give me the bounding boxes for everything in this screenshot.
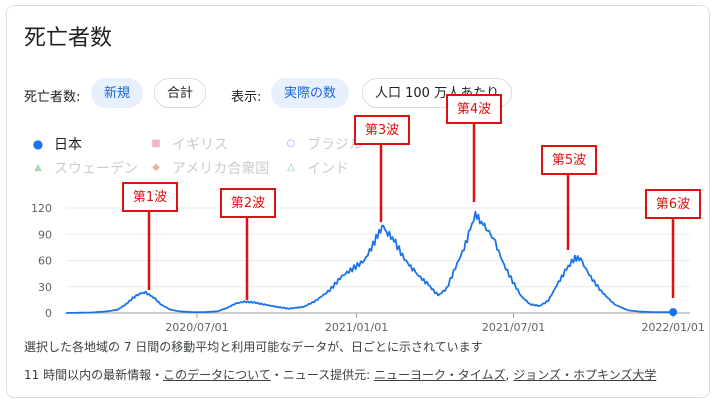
data-description: 選択した各地域の 7 日間の移動平均と利用可能なデータが、日ごとに示されています: [24, 340, 483, 354]
wave-6-callout: 第6波: [645, 189, 701, 219]
square-icon: ■: [151, 138, 161, 149]
legend-label: アメリカ合衆国: [172, 161, 270, 177]
about-data-link[interactable]: このデータについて: [163, 368, 271, 382]
triangle-outline-icon: △: [287, 162, 295, 173]
display-label: 表示:: [231, 90, 262, 105]
legend-item-sweden[interactable]: ▲ スウェーデン: [32, 158, 138, 178]
legend-label: スウェーデン: [54, 161, 138, 177]
legend-label: ブラジル: [307, 137, 363, 153]
wave-1-callout: 第1波: [122, 182, 178, 212]
update-text: 11 時間以内の最新情報・: [24, 368, 164, 382]
source-nyt-link[interactable]: ニューヨーク・タイムズ: [374, 368, 506, 382]
legend-item-uk[interactable]: ■ イギリス: [150, 134, 228, 154]
legend-item-brazil[interactable]: ○ ブラジル: [285, 134, 363, 154]
metric-new-chip[interactable]: 新規: [91, 78, 144, 108]
chart-card: [6, 5, 710, 398]
wave-5-callout: 第5波: [541, 145, 597, 175]
wave-4-callout: 第4波: [446, 94, 502, 124]
wave-3-callout: 第3波: [354, 115, 410, 145]
source-line: 11 時間以内の最新情報・このデータについて・ニュース提供元: ニューヨーク・タ…: [24, 366, 656, 383]
circle-outline-icon: ○: [286, 138, 296, 149]
circle-filled-icon: ●: [32, 137, 44, 151]
news-prefix: ・ニュース提供元:: [270, 368, 375, 382]
page-title: 死亡者数: [24, 26, 113, 51]
legend-item-japan[interactable]: ● 日本: [32, 134, 82, 154]
legend-label: 日本: [54, 137, 82, 153]
legend-label: インド: [307, 161, 349, 177]
source-separator: ,: [505, 368, 514, 382]
diamond-icon: ◆: [152, 162, 160, 173]
metric-total-chip[interactable]: 合計: [154, 78, 207, 108]
legend-item-india[interactable]: △ インド: [285, 158, 349, 178]
legend-label: イギリス: [172, 137, 228, 153]
metric-label: 死亡者数:: [24, 90, 81, 105]
display-actual-chip[interactable]: 実際の数: [271, 78, 350, 108]
triangle-icon: ▲: [34, 162, 42, 173]
legend-item-usa[interactable]: ◆ アメリカ合衆国: [150, 158, 269, 178]
wave-2-callout: 第2波: [220, 188, 276, 218]
source-jhu-link[interactable]: ジョンズ・ホプキンズ大学: [513, 368, 657, 382]
